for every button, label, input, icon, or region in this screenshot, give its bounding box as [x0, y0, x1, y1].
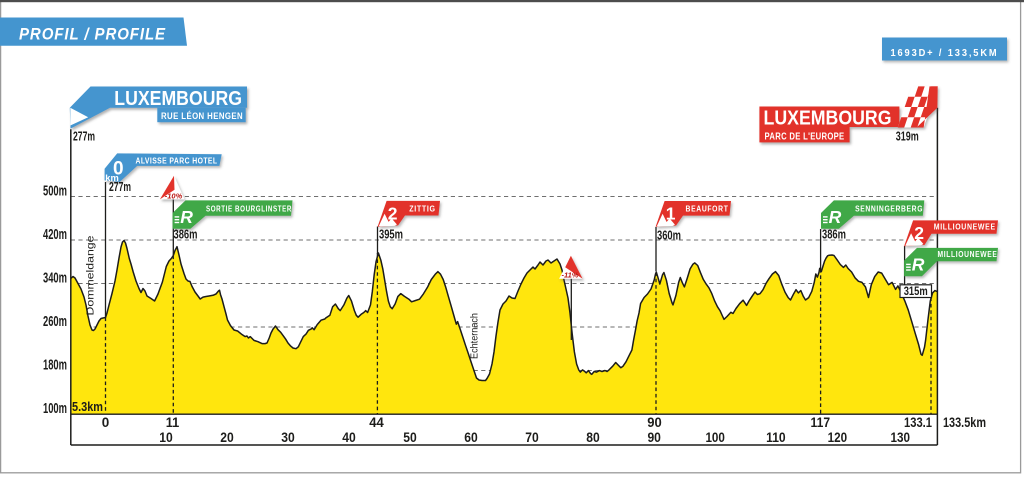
svg-text:500m: 500m [43, 183, 67, 200]
svg-text:120: 120 [828, 430, 848, 445]
svg-text:2: 2 [388, 203, 398, 223]
svg-text:110: 110 [766, 430, 786, 445]
svg-text:277m: 277m [109, 179, 131, 194]
svg-text:50: 50 [403, 430, 417, 445]
svg-text:PARC DE L'EUROPE: PARC DE L'EUROPE [765, 131, 845, 142]
svg-text:90: 90 [647, 415, 662, 430]
svg-text:260m: 260m [43, 313, 67, 330]
svg-text:277m: 277m [73, 130, 95, 144]
svg-text:R: R [912, 254, 925, 274]
svg-text:-10%: -10% [165, 191, 183, 200]
svg-text:40: 40 [342, 430, 356, 445]
svg-text:180m: 180m [43, 357, 67, 374]
svg-text:386m: 386m [822, 226, 846, 241]
svg-text:MILLIOUNEWEE: MILLIOUNEWEE [934, 222, 996, 232]
svg-text:1693D+ / 133,5KM: 1693D+ / 133,5KM [891, 48, 999, 59]
svg-text:km: km [105, 173, 119, 183]
svg-text:MILLIOUNEWEE: MILLIOUNEWEE [938, 249, 998, 259]
svg-text:0: 0 [113, 159, 124, 180]
svg-text:117: 117 [811, 415, 831, 430]
svg-text:LUXEMBOURG: LUXEMBOURG [114, 88, 242, 110]
svg-text:133.5km: 133.5km [943, 415, 986, 430]
svg-text:319m: 319m [896, 129, 919, 144]
svg-text:-11%: -11% [562, 271, 579, 280]
svg-text:360m: 360m [657, 228, 681, 243]
svg-text:SORTIE BOURGLINSTER: SORTIE BOURGLINSTER [206, 203, 292, 213]
svg-text:PROFIL / PROFILE: PROFIL / PROFILE [19, 26, 166, 44]
svg-text:ZITTIG: ZITTIG [409, 204, 436, 214]
svg-text:0: 0 [102, 415, 110, 430]
svg-text:70: 70 [525, 430, 539, 445]
svg-text:340m: 340m [43, 270, 67, 287]
svg-text:5.3km: 5.3km [72, 400, 103, 414]
svg-text:420m: 420m [43, 226, 67, 243]
svg-text:1: 1 [666, 203, 676, 223]
svg-text:Dommeldange: Dommeldange [85, 235, 97, 315]
svg-text:BEAUFORT: BEAUFORT [686, 204, 729, 214]
svg-text:133.1: 133.1 [904, 415, 932, 430]
svg-text:RUE LÉON HENGEN: RUE LÉON HENGEN [161, 111, 243, 122]
svg-text:100: 100 [705, 430, 725, 445]
svg-text:Echternach: Echternach [469, 313, 481, 359]
svg-text:30: 30 [281, 430, 295, 445]
svg-text:LUXEMBOURG: LUXEMBOURG [764, 107, 892, 129]
svg-text:60: 60 [464, 430, 478, 445]
svg-text:315m: 315m [904, 284, 928, 298]
svg-text:R: R [180, 207, 193, 227]
svg-text:130: 130 [891, 430, 911, 445]
svg-text:2: 2 [914, 223, 924, 243]
svg-text:80: 80 [586, 430, 600, 445]
svg-text:SENNINGERBERG: SENNINGERBERG [855, 203, 923, 213]
svg-text:44: 44 [369, 415, 384, 430]
svg-text:100m: 100m [43, 400, 67, 417]
svg-text:11: 11 [166, 415, 180, 430]
svg-text:20: 20 [220, 430, 234, 445]
svg-text:395m: 395m [379, 227, 403, 242]
svg-text:10: 10 [159, 430, 173, 445]
svg-text:R: R [829, 207, 842, 227]
svg-text:90: 90 [647, 430, 661, 445]
svg-text:ALVISSE PARC HOTEL: ALVISSE PARC HOTEL [136, 155, 218, 165]
svg-text:386m: 386m [174, 226, 198, 241]
